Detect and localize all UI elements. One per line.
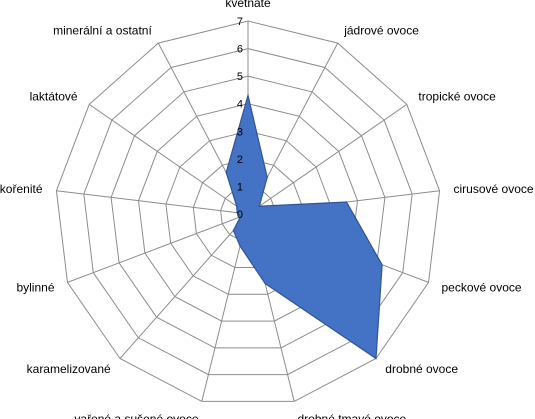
grid-ring: [83, 48, 413, 376]
tick-label: 4: [237, 99, 243, 111]
data-point: [239, 245, 241, 247]
tick-label: 2: [237, 154, 243, 166]
tick-label: 0: [237, 209, 243, 221]
data-point: [381, 264, 383, 266]
grid-spoke: [119, 213, 249, 359]
grid-ring: [110, 75, 386, 349]
data-point: [345, 201, 348, 203]
grid-ring: [192, 158, 304, 268]
category-label: květnaté: [225, 0, 271, 10]
tick-label: 1: [237, 181, 243, 193]
data-point: [236, 212, 238, 214]
grid-spoke: [67, 213, 249, 283]
data-point: [236, 205, 238, 207]
data-point: [264, 283, 266, 285]
data-point: [232, 229, 234, 232]
category-label: tropické ovoce: [418, 89, 496, 103]
radar-series: [225, 93, 383, 360]
category-label: peckové ovoce: [442, 280, 522, 294]
data-point: [375, 357, 377, 360]
category-label: drobné ovoce: [385, 362, 458, 376]
grid-ring: [137, 103, 359, 322]
category-label: cirusové ovoce: [454, 182, 534, 196]
tick-label: 6: [237, 44, 243, 56]
data-point: [247, 94, 249, 96]
tick-label: 3: [237, 126, 243, 138]
grid-ring: [55, 20, 441, 402]
category-label: jádrové ovoce: [343, 24, 419, 38]
data-point: [225, 171, 227, 174]
data-point: [258, 205, 260, 207]
radial-tick-labels: 0 1 2 3 4 5 6 7: [237, 16, 243, 221]
category-label: kořenité: [0, 182, 43, 196]
grid-spoke: [88, 103, 249, 215]
category-label: laktátové: [30, 89, 78, 103]
tick-label: 7: [237, 16, 243, 28]
category-label: karamelizované: [27, 362, 111, 376]
category-label: vařené a sušené ovoce: [74, 412, 198, 419]
series-area: [225, 93, 383, 360]
grid-ring: [165, 130, 331, 295]
data-point: [239, 216, 241, 218]
grid-spoke: [247, 103, 408, 215]
grid-spoke: [56, 190, 249, 215]
category-label: drobné tmavé ovoce: [298, 412, 407, 419]
tick-label: 5: [237, 71, 243, 83]
category-label: minerální a ostatní: [53, 24, 152, 38]
data-point: [266, 176, 268, 178]
category-label: bylinné: [16, 280, 54, 294]
